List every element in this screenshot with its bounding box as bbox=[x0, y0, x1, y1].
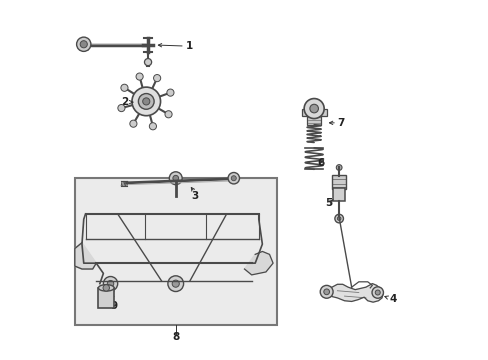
Circle shape bbox=[227, 172, 239, 184]
Circle shape bbox=[303, 111, 306, 114]
Text: 9: 9 bbox=[110, 301, 118, 311]
Circle shape bbox=[132, 87, 160, 116]
Circle shape bbox=[334, 214, 343, 223]
Circle shape bbox=[172, 280, 179, 287]
Circle shape bbox=[167, 276, 183, 292]
Text: 7: 7 bbox=[337, 118, 344, 128]
Circle shape bbox=[166, 89, 174, 96]
Bar bbox=[306, 114, 321, 125]
Bar bbox=[98, 288, 114, 308]
Circle shape bbox=[374, 290, 380, 295]
Circle shape bbox=[142, 98, 149, 105]
Circle shape bbox=[323, 289, 329, 295]
Polygon shape bbox=[244, 251, 272, 275]
Circle shape bbox=[121, 84, 128, 91]
Circle shape bbox=[173, 175, 178, 181]
Bar bbox=[301, 109, 326, 116]
Circle shape bbox=[144, 59, 151, 66]
Circle shape bbox=[103, 285, 109, 291]
Polygon shape bbox=[323, 284, 382, 302]
Circle shape bbox=[136, 73, 143, 80]
Text: 4: 4 bbox=[388, 294, 396, 303]
Circle shape bbox=[336, 165, 341, 170]
Bar bbox=[75, 178, 276, 325]
Circle shape bbox=[153, 75, 161, 82]
Circle shape bbox=[371, 287, 383, 298]
Circle shape bbox=[138, 94, 154, 109]
Circle shape bbox=[169, 172, 182, 185]
Polygon shape bbox=[75, 243, 96, 269]
Text: 1: 1 bbox=[185, 41, 192, 51]
Circle shape bbox=[164, 111, 172, 118]
Bar bbox=[331, 175, 346, 189]
Text: 8: 8 bbox=[172, 332, 179, 342]
Ellipse shape bbox=[98, 285, 114, 291]
Circle shape bbox=[107, 280, 114, 287]
Circle shape bbox=[321, 111, 324, 114]
Text: 5: 5 bbox=[324, 198, 331, 208]
Circle shape bbox=[130, 120, 137, 127]
Circle shape bbox=[309, 104, 318, 113]
Text: 2: 2 bbox=[121, 97, 128, 107]
Text: 6: 6 bbox=[317, 158, 325, 168]
Text: 3: 3 bbox=[190, 191, 198, 201]
Circle shape bbox=[103, 276, 118, 291]
Bar bbox=[333, 188, 344, 202]
Circle shape bbox=[304, 99, 324, 118]
Circle shape bbox=[337, 217, 340, 220]
Circle shape bbox=[77, 37, 91, 51]
Circle shape bbox=[231, 176, 236, 181]
Circle shape bbox=[149, 123, 156, 130]
Circle shape bbox=[80, 41, 87, 48]
Circle shape bbox=[320, 285, 332, 298]
Circle shape bbox=[118, 104, 125, 112]
